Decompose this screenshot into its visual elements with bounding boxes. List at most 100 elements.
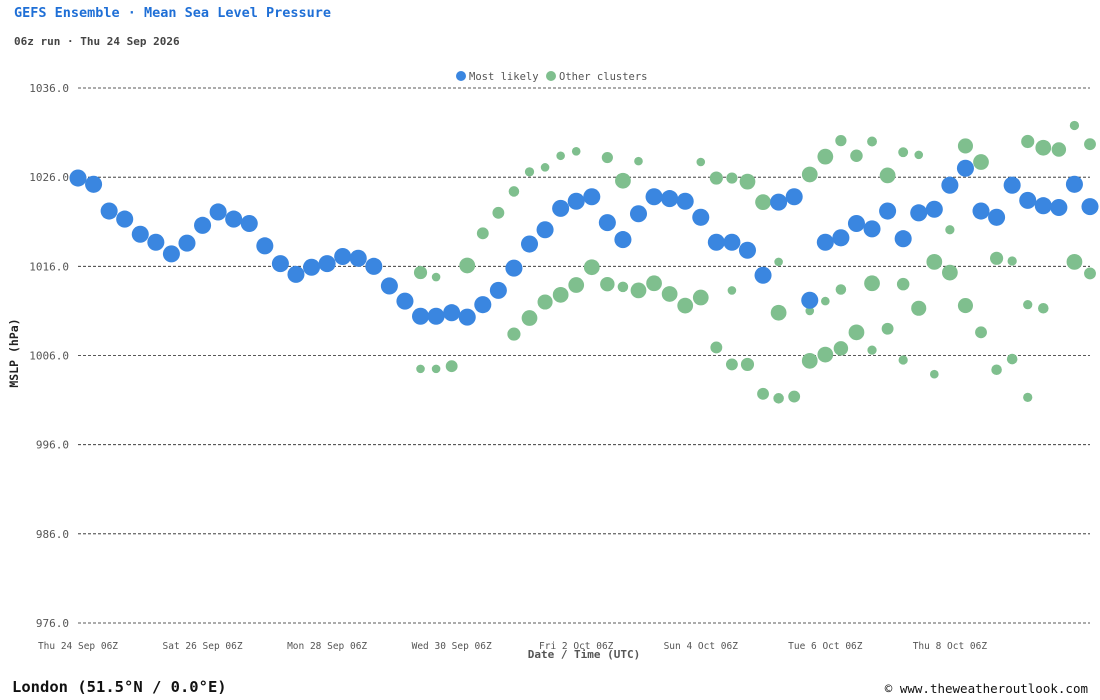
other-cluster-point — [850, 149, 863, 163]
other-cluster-point — [821, 296, 830, 306]
other-cluster-point — [413, 266, 428, 280]
most-likely-series — [69, 159, 1099, 326]
legend-other-clusters-label: Other clusters — [559, 71, 648, 83]
y-tick-labels: 1036.0 1026.0 1016.0 1006.0 996.0 986.0 976.0 — [29, 82, 69, 630]
most-likely-point — [863, 220, 881, 238]
other-cluster-point — [646, 275, 662, 292]
most-likely-point — [816, 233, 834, 251]
location-label: London (51.5°N / 0.0°E) — [12, 678, 227, 696]
most-likely-point — [489, 281, 507, 299]
chart-title: GEFS Ensemble · Mean Sea Level Pressure — [14, 5, 331, 21]
other-cluster-point — [1066, 254, 1083, 270]
other-cluster-point — [709, 171, 723, 185]
other-cluster-point — [1035, 139, 1052, 156]
most-likely-point — [1050, 198, 1068, 217]
other-cluster-point — [507, 327, 521, 341]
x-tick-label: Mon 28 Sep 06Z — [287, 641, 367, 652]
x-axis-label: Date / Time (UTC) — [528, 648, 641, 661]
most-likely-point — [365, 257, 383, 275]
other-cluster-point — [867, 136, 877, 147]
most-likely-point — [614, 231, 632, 249]
other-cluster-point — [508, 186, 520, 197]
other-cluster-point — [817, 346, 834, 363]
other-cluster-point — [975, 326, 987, 339]
other-cluster-point — [710, 341, 723, 354]
most-likely-point — [162, 245, 180, 263]
other-cluster-point — [788, 390, 801, 403]
other-cluster-point — [867, 345, 877, 355]
other-cluster-point — [898, 147, 909, 158]
other-cluster-point — [957, 298, 973, 314]
y-tick-label: 976.0 — [36, 617, 69, 630]
other-cluster-point — [492, 206, 505, 219]
other-cluster-point — [445, 360, 458, 373]
other-cluster-point — [911, 300, 927, 316]
other-cluster-point — [1023, 300, 1033, 310]
other-cluster-point — [568, 277, 585, 293]
other-cluster-point — [1007, 256, 1017, 266]
most-likely-point — [956, 159, 974, 177]
most-likely-point — [707, 233, 725, 251]
other-cluster-point — [973, 154, 989, 170]
other-cluster-point — [696, 157, 706, 167]
other-cluster-point — [1023, 392, 1033, 403]
most-likely-point — [194, 216, 212, 234]
other-cluster-point — [459, 257, 476, 274]
other-cluster-point — [770, 304, 787, 321]
other-cluster-point — [801, 352, 818, 369]
most-likely-point — [209, 203, 227, 221]
other-cluster-point — [757, 387, 769, 400]
most-likely-point — [645, 188, 663, 206]
most-likely-point — [458, 308, 476, 326]
other-cluster-point — [600, 276, 615, 292]
other-cluster-point — [990, 251, 1004, 265]
other-cluster-point — [879, 167, 896, 184]
most-likely-point — [287, 265, 305, 283]
other-cluster-point — [677, 297, 694, 314]
other-cluster-point — [833, 341, 849, 356]
most-likely-point — [271, 255, 289, 273]
other-cluster-point — [896, 277, 910, 291]
other-cluster-point — [1069, 120, 1080, 131]
most-likely-point — [832, 229, 850, 247]
most-likely-point — [256, 237, 274, 255]
other-cluster-point — [571, 147, 581, 156]
most-likely-point — [988, 208, 1006, 226]
most-likely-point — [443, 304, 461, 322]
other-cluster-point — [431, 364, 441, 374]
most-likely-point — [598, 214, 616, 232]
other-cluster-point — [945, 225, 955, 235]
most-likely-point — [754, 266, 772, 284]
most-likely-point — [225, 210, 243, 228]
most-likely-point — [520, 235, 539, 253]
most-likely-point — [894, 230, 912, 248]
other-cluster-point — [556, 151, 565, 161]
x-tick-labels: Thu 24 Sep 06Z Sat 26 Sep 06Z Mon 28 Sep 0… — [38, 641, 987, 652]
other-cluster-point — [755, 194, 771, 211]
most-likely-point — [676, 192, 694, 210]
other-cluster-point — [739, 173, 756, 190]
other-cluster-point — [692, 289, 709, 306]
other-cluster-point — [1051, 142, 1067, 157]
most-likely-point — [505, 259, 523, 277]
other-clusters-series — [413, 120, 1096, 404]
x-tick-label: Sun 4 Oct 06Z — [664, 641, 739, 652]
legend-most-likely-label: Most likely — [469, 71, 539, 83]
other-cluster-point — [416, 364, 425, 374]
y-tick-label: 1026.0 — [29, 171, 69, 184]
other-cluster-point — [1021, 134, 1035, 149]
other-cluster-point — [1084, 138, 1096, 151]
other-cluster-point — [740, 357, 755, 371]
x-tick-label: Tue 6 Oct 06Z — [788, 641, 863, 652]
site-credit: © www.theweatheroutlook.com — [884, 681, 1088, 696]
other-cluster-point — [926, 254, 943, 270]
other-cluster-point — [476, 227, 489, 240]
most-likely-point — [879, 202, 897, 220]
other-cluster-point — [634, 156, 643, 166]
other-cluster-point — [942, 264, 958, 281]
other-cluster-point — [540, 163, 550, 172]
most-likely-point — [629, 205, 648, 223]
most-likely-point — [552, 199, 570, 217]
most-likely-point — [1065, 175, 1083, 193]
